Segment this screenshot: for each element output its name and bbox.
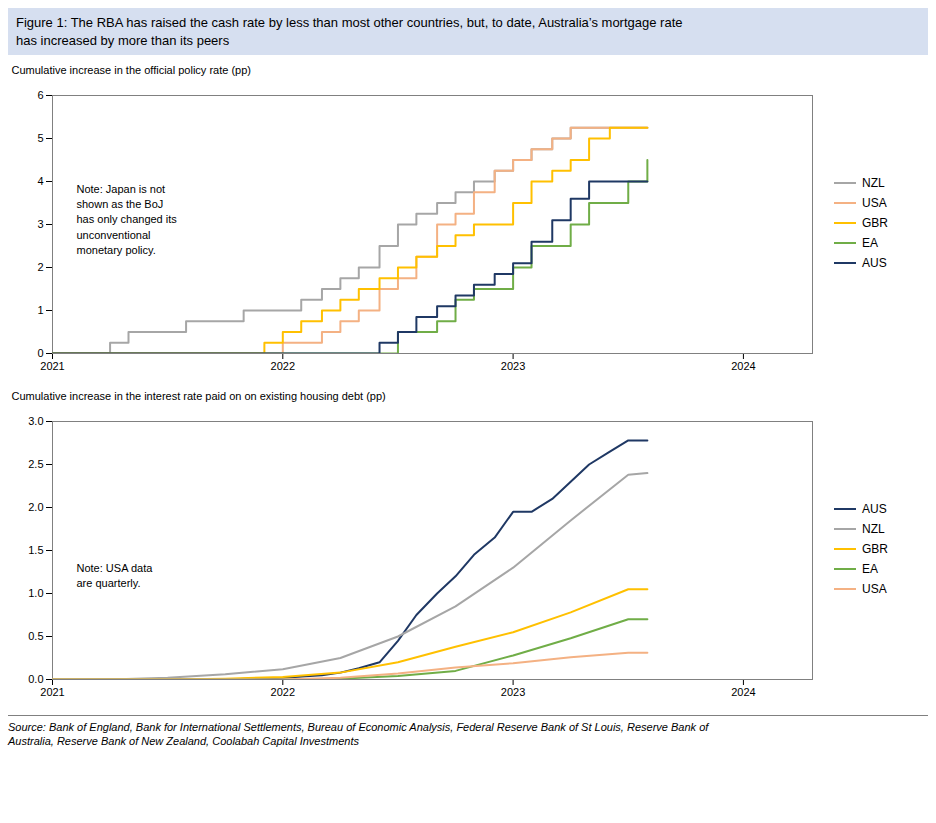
html-text:Source: Bank of England, Bank: Source: Bank of England, Bank for Intern… (8, 721, 709, 748)
svg-text:2024: 2024 (731, 360, 755, 372)
svg-text:1: 1 (37, 304, 43, 316)
svg-text:2.5: 2.5 (28, 458, 43, 470)
html-text:AUS: AUS (862, 256, 887, 271)
svg-text:3: 3 (37, 218, 43, 230)
html-text:USA: USA (862, 196, 887, 211)
svg-text:1.5: 1.5 (28, 544, 43, 556)
svg-text:Cumulative increase in the off: Cumulative increase in the official poli… (12, 64, 251, 76)
svg-text:2023: 2023 (501, 360, 525, 372)
html-text:EA: EA (862, 236, 878, 251)
html-text:AUS: AUS (862, 502, 887, 517)
svg-text:Note: Japan is notshown as the: Note: Japan is notshown as the BoJhas on… (77, 183, 178, 257)
html-text:EA: EA (862, 562, 878, 577)
svg-text:0.5: 0.5 (28, 630, 43, 642)
svg-text:Note: USA dataare quarterly.: Note: USA dataare quarterly. (77, 562, 154, 589)
svg-text:2022: 2022 (271, 686, 295, 698)
svg-text:3.0: 3.0 (28, 415, 43, 427)
svg-text:2021: 2021 (40, 686, 64, 698)
svg-text:0.0: 0.0 (28, 673, 43, 685)
svg-text:5: 5 (37, 132, 43, 144)
svg-text:2021: 2021 (40, 360, 64, 372)
svg-text:4: 4 (37, 175, 43, 187)
svg-text:2: 2 (37, 261, 43, 273)
html-text:USA: USA (862, 582, 887, 597)
svg-text:2023: 2023 (501, 686, 525, 698)
html-text:GBR: GBR (862, 216, 888, 231)
html-text:NZL: NZL (862, 522, 885, 537)
svg-text:6: 6 (37, 89, 43, 101)
svg-text:1.0: 1.0 (28, 587, 43, 599)
html-text:NZL: NZL (862, 176, 885, 191)
svg-text:2022: 2022 (271, 360, 295, 372)
svg-text:2024: 2024 (731, 686, 755, 698)
svg-text:Cumulative increase in the int: Cumulative increase in the interest rate… (12, 390, 386, 402)
html-text:Figure 1: The RBA has raised t: Figure 1: The RBA has raised the cash ra… (16, 15, 683, 48)
html-text:GBR: GBR (862, 542, 888, 557)
svg-text:0: 0 (37, 347, 43, 359)
svg-text:2.0: 2.0 (28, 501, 43, 513)
